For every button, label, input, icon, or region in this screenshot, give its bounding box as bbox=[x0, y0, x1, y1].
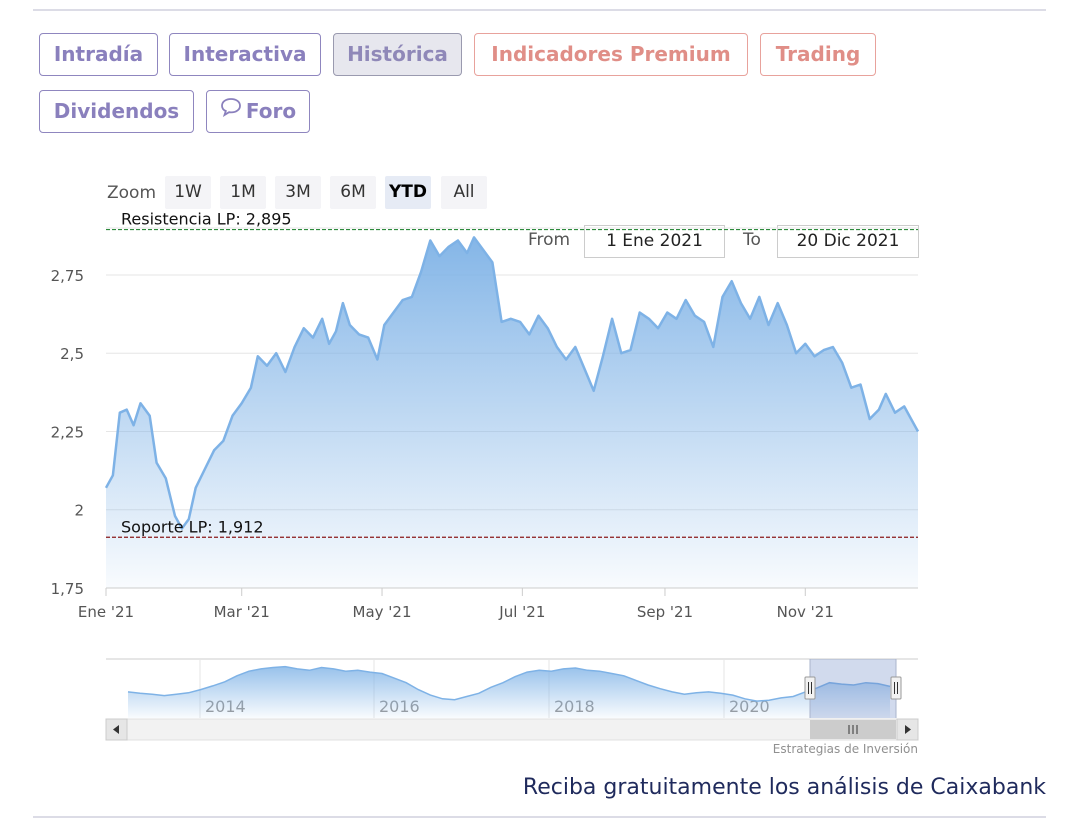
zoom-all-button[interactable]: All bbox=[441, 176, 487, 209]
tab-dividendos[interactable]: Dividendos bbox=[39, 90, 194, 133]
from-label: From bbox=[528, 230, 571, 250]
navigator-handle-right bbox=[890, 676, 902, 700]
tab-intradia[interactable]: Intradía bbox=[39, 33, 158, 76]
x-tick-label: Ene '21 bbox=[78, 603, 134, 621]
scrollbar-track bbox=[105, 718, 919, 741]
arrow-right-icon bbox=[905, 725, 911, 734]
tab-trading[interactable]: Trading bbox=[760, 33, 876, 76]
navigator-handle-left bbox=[804, 676, 816, 700]
top-divider bbox=[33, 9, 1046, 11]
support-label: Soporte LP: 1,912 bbox=[121, 517, 264, 536]
price-line bbox=[104, 236, 920, 530]
tab-indicadores-premium[interactable]: Indicadores Premium bbox=[474, 33, 748, 76]
subscribe-link[interactable]: Reciba gratuitamente los análisis de Cai… bbox=[522, 775, 1046, 800]
zoom-label: Zoom bbox=[107, 183, 157, 203]
x-tick-label: May '21 bbox=[353, 603, 412, 621]
x-tick-label: Sep '21 bbox=[637, 603, 693, 621]
navigator-year-label: 2018 bbox=[554, 697, 595, 716]
bottom-divider bbox=[33, 816, 1046, 818]
navigator-line bbox=[127, 665, 891, 702]
scrollbar-thumb bbox=[810, 720, 896, 739]
zoom-3m-button[interactable]: 3M bbox=[275, 176, 321, 209]
to-label: To bbox=[743, 230, 761, 250]
chat-bubble-icon bbox=[220, 90, 242, 131]
tab-interactiva[interactable]: Interactiva bbox=[169, 33, 321, 76]
y-tick-label: 2,25 bbox=[51, 423, 84, 441]
x-tick-label: Nov '21 bbox=[777, 603, 834, 621]
y-tick-label: 1,75 bbox=[51, 580, 84, 598]
navigator-year-label: 2020 bbox=[729, 697, 770, 716]
navigator-year-label: 2016 bbox=[379, 697, 420, 716]
navigator-area bbox=[128, 666, 890, 718]
to-date-input[interactable]: 20 Dic 2021 bbox=[777, 225, 919, 258]
zoom-6m-button[interactable]: 6M bbox=[330, 176, 376, 209]
navigator-selection bbox=[810, 659, 896, 718]
tab-historica[interactable]: Histórica bbox=[333, 33, 462, 76]
y-tick-label: 2,5 bbox=[60, 345, 84, 363]
navigator-year-label: 2014 bbox=[205, 697, 246, 716]
from-date-input[interactable]: 1 Ene 2021 bbox=[584, 225, 725, 258]
price-area bbox=[106, 237, 918, 588]
y-tick-label: 2 bbox=[74, 502, 84, 520]
tab-foro-label: Foro bbox=[245, 99, 297, 123]
scrollbar-left-button bbox=[105, 718, 128, 741]
scrollbar-right-button bbox=[896, 718, 919, 741]
tab-foro[interactable]: Foro bbox=[206, 90, 310, 133]
zoom-1m-button[interactable]: 1M bbox=[220, 176, 266, 209]
arrow-left-icon bbox=[113, 725, 119, 734]
x-tick-label: Mar '21 bbox=[214, 603, 270, 621]
x-tick-label: Jul '21 bbox=[498, 603, 545, 621]
y-tick-label: 2,75 bbox=[51, 267, 84, 285]
zoom-1w-button[interactable]: 1W bbox=[165, 176, 211, 209]
chart-credit[interactable]: Estrategias de Inversión bbox=[772, 742, 918, 756]
resistance-label: Resistencia LP: 2,895 bbox=[121, 210, 292, 229]
zoom-ytd-button[interactable]: YTD bbox=[385, 176, 431, 209]
